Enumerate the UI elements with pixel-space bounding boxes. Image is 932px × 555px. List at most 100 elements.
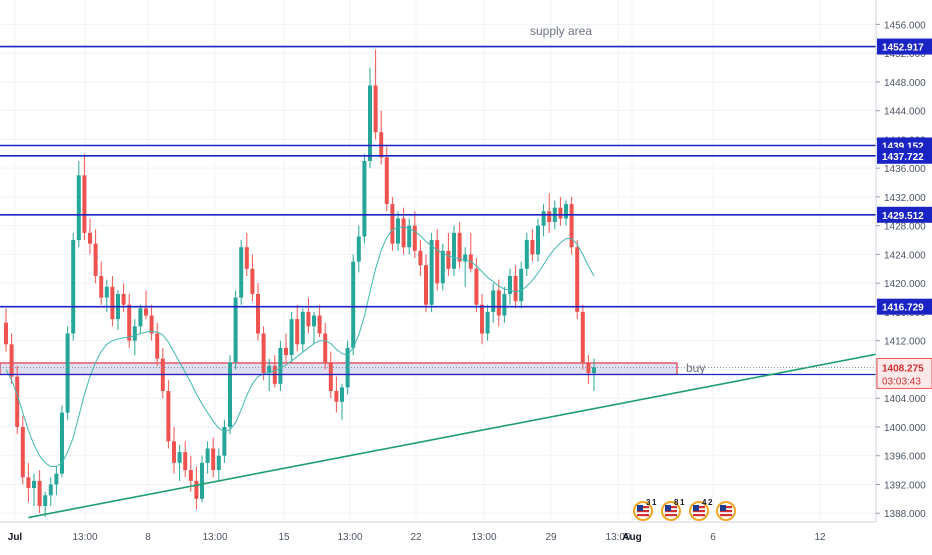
candle-body: [340, 387, 344, 402]
level-price-tag: [877, 38, 932, 55]
candle-body: [4, 322, 8, 345]
candle-body: [306, 311, 311, 327]
flag-stripe: [720, 510, 732, 513]
candle-body: [82, 175, 87, 233]
candle-body: [317, 315, 322, 334]
candle-body: [407, 225, 412, 248]
candle-body: [127, 304, 132, 341]
candle-body: [43, 495, 48, 507]
time-tick-label: Aug: [622, 532, 641, 543]
candle-body: [536, 225, 540, 255]
candle-body: [334, 391, 339, 402]
candle-body: [418, 250, 423, 266]
candle-body: [261, 333, 266, 374]
level-price-tag-text: 1416.729: [882, 303, 924, 314]
time-tick-label: Jul: [8, 532, 23, 543]
candle-body: [172, 441, 176, 463]
candle-body: [463, 254, 468, 262]
event-count: 3: [646, 498, 651, 507]
price-tick-label: 1428.000: [884, 222, 926, 233]
candle-body: [323, 333, 328, 363]
candle-body: [452, 232, 456, 269]
candle-body: [144, 308, 148, 316]
level-price-tag: [877, 147, 932, 164]
price-tick-label: 1424.000: [884, 250, 926, 261]
time-tick-label: 8: [145, 532, 151, 543]
flag-canton: [693, 505, 699, 511]
buy-label: buy: [686, 361, 705, 375]
time-tick-label: 13:00: [605, 532, 630, 543]
candle-body: [188, 470, 193, 481]
flag-stripe: [720, 514, 732, 517]
candle-body: [502, 293, 507, 316]
event-count-secondary: 1: [652, 498, 657, 507]
candle-body: [166, 391, 171, 442]
candle-body: [267, 365, 272, 374]
flag-canton: [665, 505, 671, 511]
candle-body: [244, 247, 249, 269]
candle-body: [71, 240, 76, 334]
candle-body: [256, 293, 260, 334]
candle-body: [513, 275, 518, 302]
moving-average-group: [5, 226, 595, 467]
candle-body: [295, 319, 300, 345]
candle-body: [401, 218, 406, 248]
candle-body: [99, 275, 104, 298]
time-tick-label: 22: [410, 532, 422, 543]
candle-body: [20, 426, 25, 478]
candle-body: [233, 297, 238, 363]
candle-body: [138, 308, 143, 327]
time-tick-label: 13:00: [202, 532, 227, 543]
candle-body: [149, 315, 154, 334]
level-price-tag: [877, 298, 932, 315]
candle-body: [519, 268, 524, 302]
level-price-tag-text: 1439.152: [882, 141, 924, 152]
level-price-tag: [877, 206, 932, 223]
level-price-tag-text: 1437.722: [882, 152, 924, 163]
price-tick-label: 1448.000: [884, 78, 926, 89]
countdown-text: 03:03:43: [882, 376, 921, 387]
price-tick-label: 1452.000: [884, 49, 926, 60]
candle-body: [9, 344, 14, 377]
candle-body: [104, 286, 109, 298]
candle-body: [228, 362, 232, 427]
buy-zone[interactable]: [0, 362, 678, 376]
trend-line[interactable]: [28, 218, 932, 519]
price-tick-label: 1396.000: [884, 452, 926, 463]
price-tick-label: 1456.000: [884, 20, 926, 31]
candle-body: [132, 326, 137, 341]
flag-stripe: [665, 510, 677, 513]
price-tick-label: 1412.000: [884, 337, 926, 348]
candle-body: [424, 265, 428, 305]
candle-body: [580, 311, 585, 363]
candle-body: [54, 473, 59, 485]
moving-average-line: [5, 226, 595, 467]
candle-body: [474, 268, 479, 305]
candle-body: [412, 225, 417, 251]
candle-body: [480, 304, 484, 334]
candle-body: [524, 240, 529, 269]
candle-body: [592, 367, 596, 374]
event-count-secondary: 1: [680, 498, 685, 507]
candle-body: [93, 243, 98, 276]
candle-body: [211, 448, 216, 471]
candle-body: [368, 85, 372, 161]
candle-body: [373, 85, 378, 133]
candle-body: [37, 480, 42, 507]
candle-body: [48, 484, 53, 496]
candle-body: [32, 480, 36, 489]
level-price-tag-text: 1429.512: [882, 211, 924, 222]
candle-body: [351, 261, 356, 348]
candle-body: [446, 250, 451, 269]
price-tick-label: 1436.000: [884, 164, 926, 175]
candles-group: [4, 49, 596, 517]
event-icon[interactable]: [716, 501, 736, 521]
price-axis[interactable]: 1456.0001452.0001448.0001444.0001440.000…: [875, 0, 932, 550]
candle-body: [429, 240, 434, 305]
current-price-text: 1408.275: [882, 363, 924, 374]
